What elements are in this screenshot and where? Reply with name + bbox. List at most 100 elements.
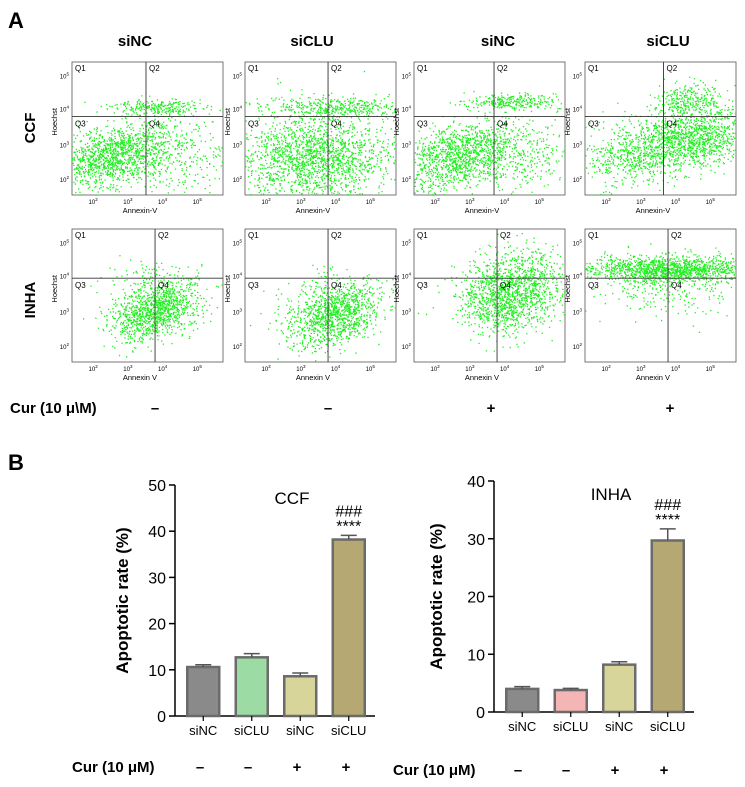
flow-plot-dots: [585, 243, 736, 333]
y-tick-exponent: 5: [239, 238, 242, 243]
x-tick-label: siCLU: [234, 723, 269, 738]
y-tick-exponent: 2: [66, 175, 69, 180]
y-tick-label: 0: [157, 709, 166, 726]
y-tick-label: 102: [60, 175, 70, 184]
y-tick-exponent: 3: [408, 140, 411, 145]
y-tick-label: 10: [467, 647, 485, 664]
y-tick-label: 104: [233, 272, 243, 281]
flow-plot: Q1 Q2 Q3 Q4 105 104 103 102 102 103 104 105 Annexin …: [563, 228, 737, 382]
y-tick-exponent: 5: [66, 71, 69, 76]
y-tick-exponent: 3: [239, 140, 242, 145]
x-axis-title: Annexin-V: [123, 206, 158, 215]
quadrant-label: Q1: [417, 64, 428, 73]
quadrant-label: Q2: [149, 64, 160, 73]
y-axis-label: Apoptotic rate (%): [113, 527, 132, 673]
quadrant-label: Q2: [331, 231, 342, 240]
x-tick-label: 104: [500, 364, 510, 373]
x-tick-label: siCLU: [331, 723, 366, 738]
y-axis-title: Hoechst: [50, 107, 59, 135]
x-tick-label: 104: [331, 364, 341, 373]
y-tick-label: 105: [233, 71, 243, 80]
x-tick-exponent: 3: [643, 364, 646, 369]
y-tick-exponent: 4: [408, 272, 411, 277]
flow-plot-dots: [585, 76, 736, 195]
quadrant-label: Q1: [588, 231, 599, 240]
x-axis-title: Annexin V: [636, 373, 670, 382]
y-tick-label: 20: [148, 617, 166, 634]
x-tick-label: 103: [636, 364, 646, 373]
x-tick-exponent: 5: [199, 364, 202, 369]
x-tick-exponent: 5: [372, 364, 375, 369]
flow-plot-frame: [244, 61, 397, 196]
y-tick-label: 30: [148, 570, 166, 587]
x-tick-label: 104: [158, 197, 168, 206]
bar-chart-ccf: CCF Apoptotic rate (%) 0 10 20 30 40 50 siNC siCL…: [113, 478, 375, 738]
column-header: siNC: [118, 33, 152, 50]
bar-sinc: [283, 675, 318, 718]
flow-plot: Q1 Q2 Q3 Q4 105 104 103 102 102 103 104 105 Annexin-…: [50, 61, 224, 215]
quadrant-label: Q2: [671, 231, 682, 240]
row-label-inha: INHA: [22, 282, 39, 319]
x-tick-label: 105: [706, 197, 716, 206]
x-tick-label: 103: [636, 197, 646, 206]
quadrant-label: Q2: [497, 64, 508, 73]
panel-a-letter: A: [8, 8, 24, 33]
x-tick-label: 105: [366, 364, 376, 373]
x-tick-exponent: 2: [437, 364, 440, 369]
quadrant-label: Q3: [75, 281, 86, 290]
x-tick-label: 104: [671, 364, 681, 373]
y-tick-exponent: 5: [408, 238, 411, 243]
quadrant-label: Q1: [248, 231, 259, 240]
y-tick-label: 103: [233, 307, 243, 316]
bar-sinc: [505, 687, 540, 714]
y-axis-title: Hoechst: [563, 107, 572, 135]
y-tick-label: 102: [233, 342, 243, 351]
y-tick-label: 105: [573, 238, 583, 247]
cur-mark: –: [151, 400, 159, 417]
y-tick-label: 105: [60, 238, 70, 247]
cur-mark: +: [487, 400, 496, 417]
column-header: siCLU: [646, 33, 689, 50]
quadrant-label: Q1: [417, 231, 428, 240]
cur-mark-b1: –: [196, 759, 204, 776]
x-tick-label: siNC: [605, 719, 633, 734]
bar-sinc: [602, 663, 637, 714]
x-tick-exponent: 2: [608, 197, 611, 202]
column-header: siCLU: [290, 33, 333, 50]
quadrant-label: Q3: [588, 281, 599, 290]
y-tick-label: 104: [573, 272, 583, 281]
y-tick-exponent: 5: [579, 238, 582, 243]
x-tick-exponent: 4: [338, 364, 341, 369]
flow-plot: Q1 Q2 Q3 Q4 105 104 103 102 102 103 104 105 Annexin …: [223, 228, 397, 382]
x-tick-label: 104: [158, 364, 168, 373]
quadrant-label: Q3: [248, 281, 259, 290]
x-tick-exponent: 4: [678, 364, 681, 369]
quadrant-label: Q1: [75, 231, 86, 240]
x-tick-exponent: 4: [165, 197, 168, 202]
y-axis-title: Hoechst: [563, 274, 572, 302]
y-tick-label: 104: [60, 105, 70, 114]
y-tick-label: 102: [233, 175, 243, 184]
y-tick-exponent: 3: [66, 140, 69, 145]
y-tick-exponent: 4: [579, 105, 582, 110]
x-tick-exponent: 2: [95, 364, 98, 369]
bar-siclu: [553, 688, 588, 714]
x-tick-exponent: 4: [507, 197, 510, 202]
x-tick-label: 105: [193, 197, 203, 206]
x-tick-label: 104: [500, 197, 510, 206]
quadrant-label: Q2: [667, 64, 678, 73]
x-tick-exponent: 5: [199, 197, 202, 202]
flow-plot: Q1 Q2 Q3 Q4 105 104 103 102 102 103 104 105 Annexin …: [392, 228, 566, 382]
quadrant-label: Q4: [158, 281, 169, 290]
y-tick-exponent: 5: [66, 238, 69, 243]
x-tick-label: siNC: [508, 719, 536, 734]
bar-charts: CCF Apoptotic rate (%) 0 10 20 30 40 50 siNC siCL…: [113, 474, 694, 738]
flow-plot: Q1 Q2 Q3 Q4 105 104 103 102 102 103 104 105 Annexin-…: [563, 61, 737, 215]
y-tick-label: 105: [402, 238, 412, 247]
x-tick-exponent: 2: [268, 197, 271, 202]
flow-plot-points: [72, 95, 223, 195]
x-tick-exponent: 2: [437, 197, 440, 202]
y-tick-exponent: 2: [579, 175, 582, 180]
x-tick-exponent: 5: [541, 364, 544, 369]
